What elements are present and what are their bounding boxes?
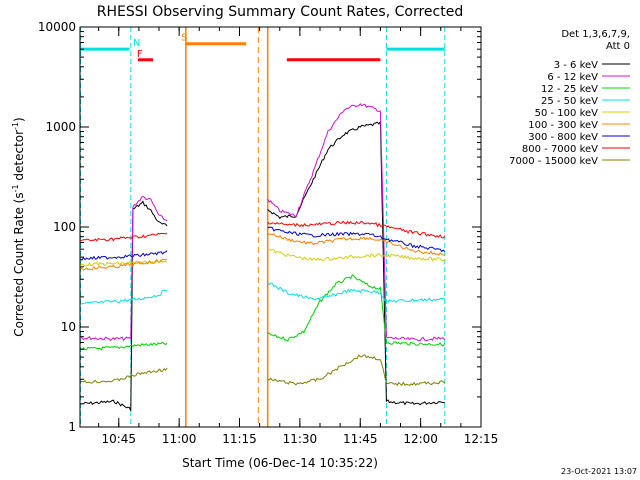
y-axis-label-sup1: -1 (11, 184, 20, 192)
annotation-layer: N S F (80, 27, 446, 427)
y-tick-label: 1 (68, 420, 76, 434)
y-tick-label: 10000 (38, 20, 76, 34)
y-axis-label-mid: detector (12, 130, 26, 185)
series-line-5 (80, 258, 168, 271)
x-axis-label: Start Time (06-Dec-14 10:35:22) (182, 456, 378, 470)
footer-date: 23-Oct-2021 13:07 (561, 467, 637, 476)
series-line-2 (80, 341, 168, 351)
x-tick-label: 11:00 (162, 432, 197, 446)
legend-label-0: 3 - 6 keV (554, 60, 598, 71)
x-tick-label: 11:45 (343, 432, 378, 446)
y-tick-label: 1000 (45, 120, 76, 134)
legend-label-4: 50 - 100 keV (535, 108, 599, 119)
series-line-0 (267, 120, 445, 406)
y-tick-label: 100 (53, 220, 76, 234)
series-line-6 (80, 250, 168, 261)
legend-label-3: 25 - 50 keV (541, 96, 598, 107)
series-line-7 (267, 220, 446, 239)
series-line-3 (267, 282, 446, 304)
series-layer (80, 102, 446, 412)
x-tick-label: 11:15 (222, 432, 257, 446)
chart-title: RHESSI Observing Summary Count Rates, Co… (97, 4, 463, 20)
legend-header-line-1: Det 1,3,6,7,9, (561, 29, 630, 40)
series-line-1 (267, 102, 446, 342)
y-axis-label-main: Corrected Count Rate (s (12, 192, 26, 336)
legend-label-6: 300 - 800 keV (528, 132, 598, 143)
plot-frame (79, 26, 482, 428)
legend-label-7: 800 - 7000 keV (522, 144, 598, 155)
x-tick-label: 12:00 (403, 432, 438, 446)
series-line-0 (80, 200, 168, 412)
legend-label-8: 7000 - 15000 keV (509, 156, 598, 167)
flag-F-label: F (137, 49, 143, 60)
series-line-4 (80, 258, 168, 267)
legend-label-5: 100 - 300 keV (528, 120, 598, 131)
x-axis: 10:45 11:00 11:15 11:30 11:45 12:00 12:15 (98, 27, 499, 446)
series-line-2 (267, 274, 446, 347)
legend-label-2: 12 - 25 keV (541, 84, 598, 95)
series-line-4 (267, 248, 445, 262)
legend-label-1: 6 - 12 keV (547, 72, 598, 83)
legend-header-line-2: Att 0 (606, 41, 630, 52)
series-line-3 (80, 289, 168, 305)
flag-N-label: N (133, 38, 140, 49)
series-line-8 (267, 354, 446, 387)
y-axis: 1 10 100 1000 10000 (38, 20, 481, 434)
x-tick-label: 11:30 (283, 432, 318, 446)
series-line-7 (80, 232, 168, 242)
x-tick-label: 12:15 (464, 432, 499, 446)
series-line-6 (267, 226, 446, 253)
y-axis-label-end: ) (12, 117, 26, 122)
x-tick-label: 10:45 (101, 432, 136, 446)
y-tick-label: 10 (61, 320, 76, 334)
series-line-8 (80, 367, 168, 384)
flag-S-label: S (181, 33, 187, 44)
series-line-1 (80, 195, 168, 341)
y-axis-label-sup2: -1 (11, 122, 20, 130)
y-axis-label: Corrected Count Rate (s-1 detector-1) (11, 117, 26, 336)
series-line-5 (267, 232, 446, 256)
